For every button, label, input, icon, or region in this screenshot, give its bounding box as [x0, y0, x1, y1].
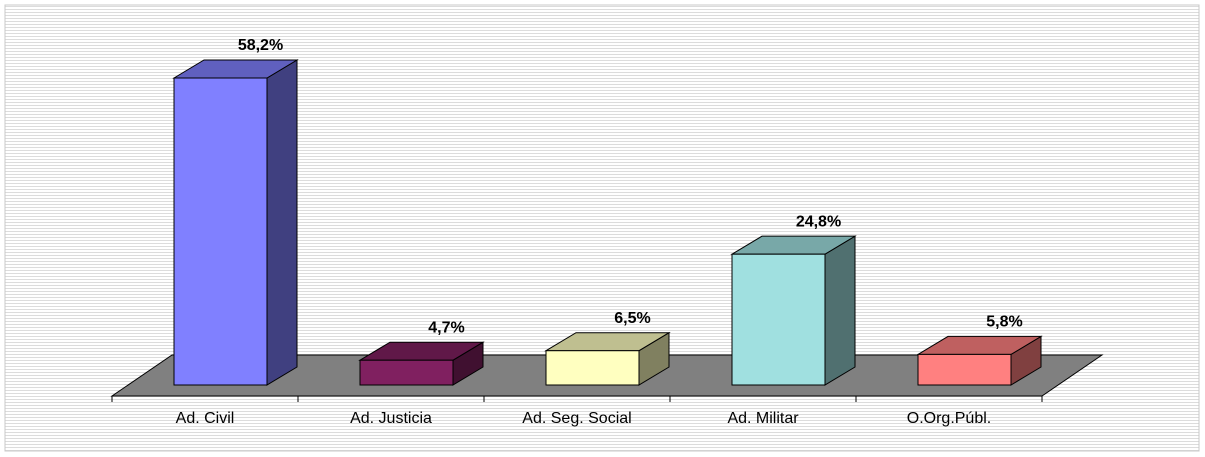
bar-side [824, 235, 856, 386]
x-tick-label: Ad. Militar [727, 410, 799, 427]
value-label: 6,5% [614, 310, 650, 327]
value-label: 4,7% [428, 319, 464, 336]
bar-front [545, 350, 640, 386]
value-label: 24,8% [796, 213, 841, 230]
bar-side [266, 59, 298, 386]
x-tick-label: Ad. Seg. Social [522, 410, 631, 427]
x-tick-label: Ad. Civil [176, 410, 235, 427]
x-tick-label: Ad. Justicia [350, 410, 432, 427]
bar-front [173, 77, 268, 386]
x-tick-label: O.Org.Públ. [907, 410, 991, 427]
bar-front [917, 353, 1012, 386]
value-label: 5,8% [986, 314, 1022, 331]
bar-front [731, 253, 826, 386]
bar-front [359, 359, 454, 386]
value-label: 58,2% [238, 37, 283, 54]
